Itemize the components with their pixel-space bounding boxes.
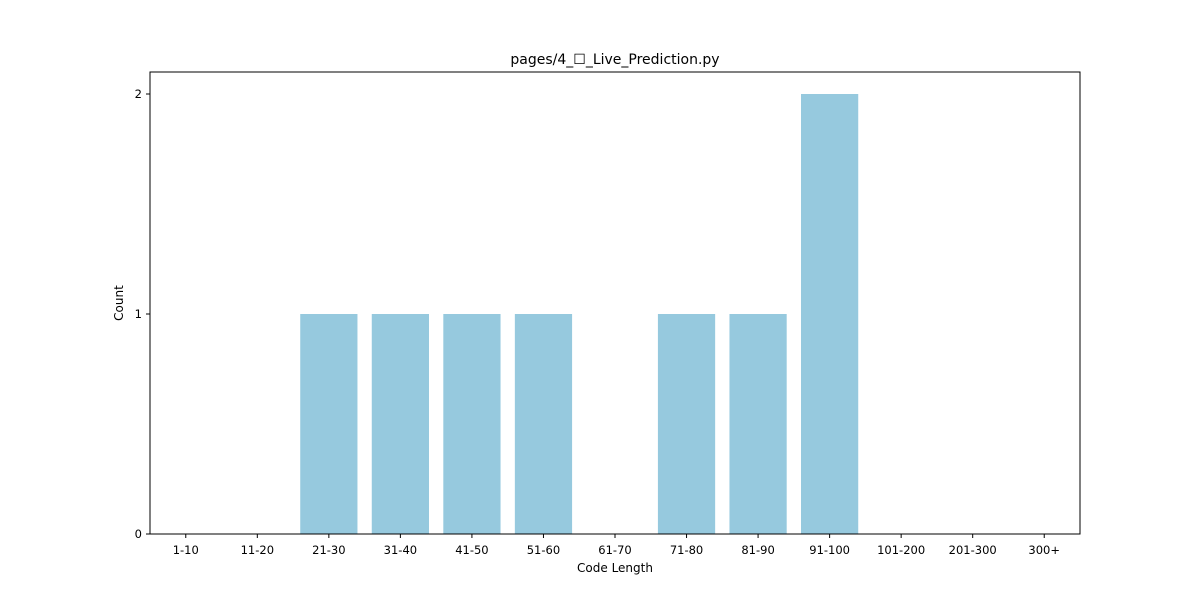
bar-51-60 xyxy=(514,314,573,534)
bar-41-50 xyxy=(443,314,501,534)
x-tick-label-51-60: 51-60 xyxy=(527,543,560,557)
bar-21-30 xyxy=(300,314,358,534)
bar-31-40 xyxy=(371,314,429,534)
x-tick-label-101-200: 101-200 xyxy=(877,543,925,557)
bars-group xyxy=(300,94,859,534)
x-axis-label: Code Length xyxy=(577,561,653,575)
bar-91-100 xyxy=(801,94,859,534)
y-tick-label-0: 0 xyxy=(135,527,142,541)
bar-71-80 xyxy=(657,314,716,534)
x-tick-label-31-40: 31-40 xyxy=(384,543,417,557)
x-axis: 1-10 11-20 21-30 31-40 41-50 51-60 61-70 71-80 8… xyxy=(173,534,1060,557)
x-tick-label-300+: 300+ xyxy=(1028,543,1060,557)
bar-81-90 xyxy=(729,314,787,534)
y-axis-label: Count xyxy=(112,285,126,321)
x-tick-label-41-50: 41-50 xyxy=(455,543,488,557)
x-tick-label-21-30: 21-30 xyxy=(312,543,345,557)
y-tick-label-1: 1 xyxy=(135,307,142,321)
x-tick-label-91-100: 91-100 xyxy=(809,543,850,557)
y-tick-label-2: 2 xyxy=(135,87,142,101)
chart-title: pages/4_☐_Live_Prediction.py xyxy=(510,52,719,68)
x-tick-label-81-90: 81-90 xyxy=(741,543,774,557)
plot-frame xyxy=(149,71,1081,535)
x-tick-label-61-70: 61-70 xyxy=(598,543,631,557)
x-tick-label-1-10: 1-10 xyxy=(173,543,199,557)
x-tick-label-201-300: 201-300 xyxy=(949,543,997,557)
x-tick-label-11-20: 11-20 xyxy=(241,543,274,557)
y-axis: 0 1 2 xyxy=(135,87,150,541)
x-tick-label-71-80: 71-80 xyxy=(670,543,703,557)
